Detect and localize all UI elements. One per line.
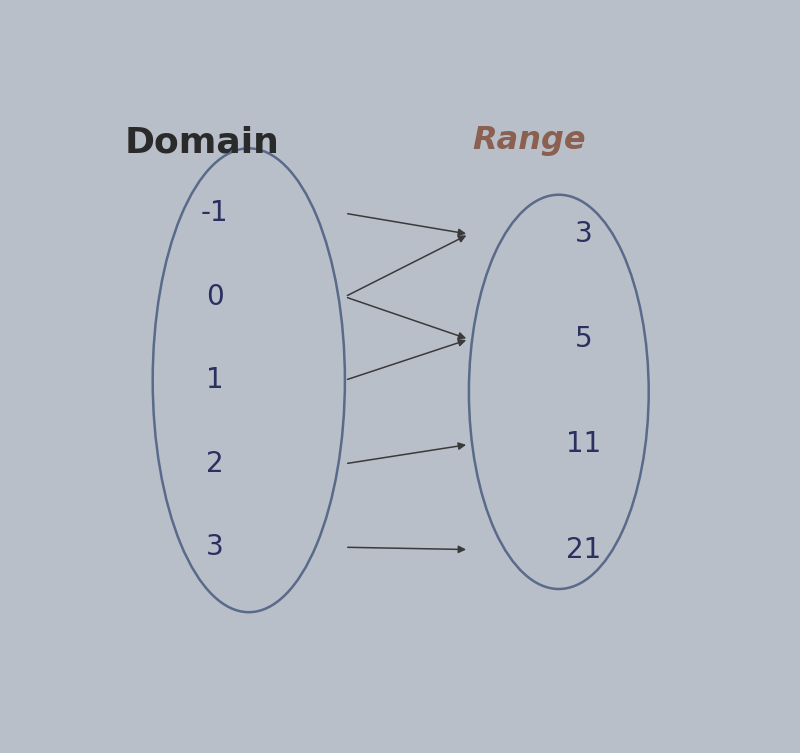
Text: Range: Range [472,125,586,156]
Text: Domain: Domain [125,125,280,159]
Text: 1: 1 [206,366,223,395]
Text: 21: 21 [566,535,602,563]
Text: 2: 2 [206,450,223,477]
Text: 3: 3 [574,220,593,248]
Text: 11: 11 [566,431,602,459]
Text: 0: 0 [206,283,223,311]
Text: 5: 5 [574,325,593,353]
Text: 3: 3 [206,533,223,561]
Text: -1: -1 [201,200,229,227]
